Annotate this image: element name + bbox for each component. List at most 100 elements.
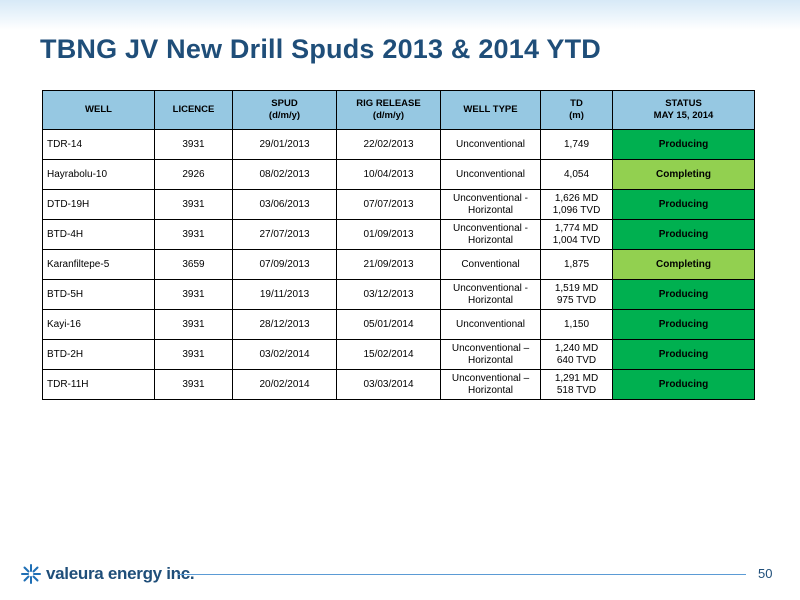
cell-well-type-line: Horizontal (467, 204, 514, 216)
cell-well-type-line: Conventional (461, 258, 520, 270)
cell-well: BTD-2H (42, 339, 155, 370)
cell-licence: 3931 (154, 129, 233, 160)
cell-td-line: 518 TVD (556, 384, 597, 396)
cell-status: Completing (612, 249, 755, 280)
cell-td-line: 4,054 (563, 168, 590, 180)
cell-status: Producing (612, 309, 755, 340)
header-spud: SPUD (d/m/y) (232, 90, 337, 130)
header-spud-line1: SPUD (271, 98, 298, 109)
cell-rig-release: 05/01/2014 (336, 309, 441, 340)
header-status-line1: STATUS (665, 98, 702, 109)
cell-spud: 08/02/2013 (232, 159, 337, 190)
cell-well: DTD-19H (42, 189, 155, 220)
cell-licence: 3931 (154, 369, 233, 400)
cell-td-line: 1,240 MD (554, 342, 599, 354)
cell-rig-release: 03/03/2014 (336, 369, 441, 400)
cell-spud: 19/11/2013 (232, 279, 337, 310)
cell-well: BTD-5H (42, 279, 155, 310)
cell-rig-release: 22/02/2013 (336, 129, 441, 160)
table-row: Kayi-16 3931 28/12/2013 05/01/2014 Unconvent… (42, 309, 755, 340)
cell-spud: 28/12/2013 (232, 309, 337, 340)
cell-td-line: 1,096 TVD (552, 204, 601, 216)
top-gradient-band (0, 0, 800, 30)
header-td: TD (m) (540, 90, 613, 130)
cell-td-line: 1,749 (563, 138, 590, 150)
table-row: BTD-5H 3931 19/11/2013 03/12/2013 Unconventi… (42, 279, 755, 310)
cell-td: 1,626 MD 1,096 TVD (540, 189, 613, 220)
cell-td-line: 1,626 MD (554, 192, 599, 204)
cell-well-type-line: Unconventional – (451, 372, 530, 384)
header-well: WELL (42, 90, 155, 130)
table-row: BTD-4H 3931 27/07/2013 01/09/2013 Unconventi… (42, 219, 755, 250)
cell-licence: 3931 (154, 189, 233, 220)
cell-well-type-line: Unconventional (456, 168, 525, 180)
cell-licence: 3931 (154, 339, 233, 370)
cell-well-type-line: Horizontal (467, 234, 514, 246)
cell-td-line: 1,004 TVD (552, 234, 601, 246)
footer-divider (178, 574, 746, 575)
cell-licence: 3931 (154, 279, 233, 310)
cell-status: Producing (612, 219, 755, 250)
cell-well-type-line: Horizontal (467, 294, 514, 306)
cell-td: 1,875 (540, 249, 613, 280)
cell-spud: 20/02/2014 (232, 369, 337, 400)
cell-well-type-line: Unconventional - (452, 222, 529, 234)
table-row: Hayrabolu-10 2926 08/02/2013 10/04/2013 Unco… (42, 159, 755, 190)
cell-well-type: Unconventional – Horizontal (440, 339, 541, 370)
cell-status: Producing (612, 129, 755, 160)
cell-td-line: 1,875 (563, 258, 590, 270)
cell-td: 1,749 (540, 129, 613, 160)
cell-status: Producing (612, 339, 755, 370)
cell-well-type-line: Unconventional - (452, 282, 529, 294)
logo-text: valeura energy inc. (46, 564, 195, 583)
star-burst-icon (21, 564, 41, 584)
header-td-line1: TD (570, 98, 583, 109)
cell-status: Producing (612, 279, 755, 310)
cell-rig-release: 07/07/2013 (336, 189, 441, 220)
cell-td: 1,291 MD 518 TVD (540, 369, 613, 400)
cell-spud: 07/09/2013 (232, 249, 337, 280)
header-licence: LICENCE (154, 90, 233, 130)
cell-well-type: Unconventional - Horizontal (440, 189, 541, 220)
page-title: TBNG JV New Drill Spuds 2013 & 2014 YTD (40, 34, 601, 64)
cell-well-type-line: Horizontal (467, 384, 514, 396)
cell-licence: 3931 (154, 309, 233, 340)
cell-rig-release: 01/09/2013 (336, 219, 441, 250)
cell-spud: 29/01/2013 (232, 129, 337, 160)
cell-rig-release: 15/02/2014 (336, 339, 441, 370)
cell-well: Kayi-16 (42, 309, 155, 340)
table-row: TDR-11H 3931 20/02/2014 03/03/2014 Unconvent… (42, 369, 755, 400)
page-number: 50 (758, 566, 773, 581)
table-row: DTD-19H 3931 03/06/2013 07/07/2013 Unconvent… (42, 189, 755, 220)
cell-well: Karanfiltepe-5 (42, 249, 155, 280)
cell-rig-release: 21/09/2013 (336, 249, 441, 280)
table-row: BTD-2H 3931 03/02/2014 15/02/2014 Unconventi… (42, 339, 755, 370)
header-spud-line2: (d/m/y) (268, 110, 301, 121)
cell-spud: 03/06/2013 (232, 189, 337, 220)
cell-well: BTD-4H (42, 219, 155, 250)
cell-rig-release: 03/12/2013 (336, 279, 441, 310)
table-body: TDR-14 3931 29/01/2013 22/02/2013 Unconventi… (42, 129, 755, 400)
cell-spud: 27/07/2013 (232, 219, 337, 250)
cell-td-line: 1,519 MD (554, 282, 599, 294)
cell-td-line: 1,291 MD (554, 372, 599, 384)
cell-well-type-line: Unconventional (456, 318, 525, 330)
cell-td: 1,519 MD 975 TVD (540, 279, 613, 310)
cell-well-type-line: Unconventional - (452, 192, 529, 204)
cell-well: TDR-14 (42, 129, 155, 160)
header-rig-release-line1: RIG RELEASE (356, 98, 421, 109)
company-logo: valeura energy inc. (20, 562, 195, 586)
cell-td-line: 975 TVD (556, 294, 597, 306)
cell-td-line: 1,150 (563, 318, 590, 330)
cell-well-type-line: Horizontal (467, 354, 514, 366)
cell-td-line: 640 TVD (556, 354, 597, 366)
cell-spud: 03/02/2014 (232, 339, 337, 370)
cell-status: Producing (612, 369, 755, 400)
cell-licence: 3659 (154, 249, 233, 280)
cell-td-line: 1,774 MD (554, 222, 599, 234)
header-status-line2: MAY 15, 2014 (653, 110, 714, 121)
cell-well-type: Unconventional (440, 309, 541, 340)
cell-well-type: Conventional (440, 249, 541, 280)
cell-licence: 2926 (154, 159, 233, 190)
cell-td: 1,774 MD 1,004 TVD (540, 219, 613, 250)
